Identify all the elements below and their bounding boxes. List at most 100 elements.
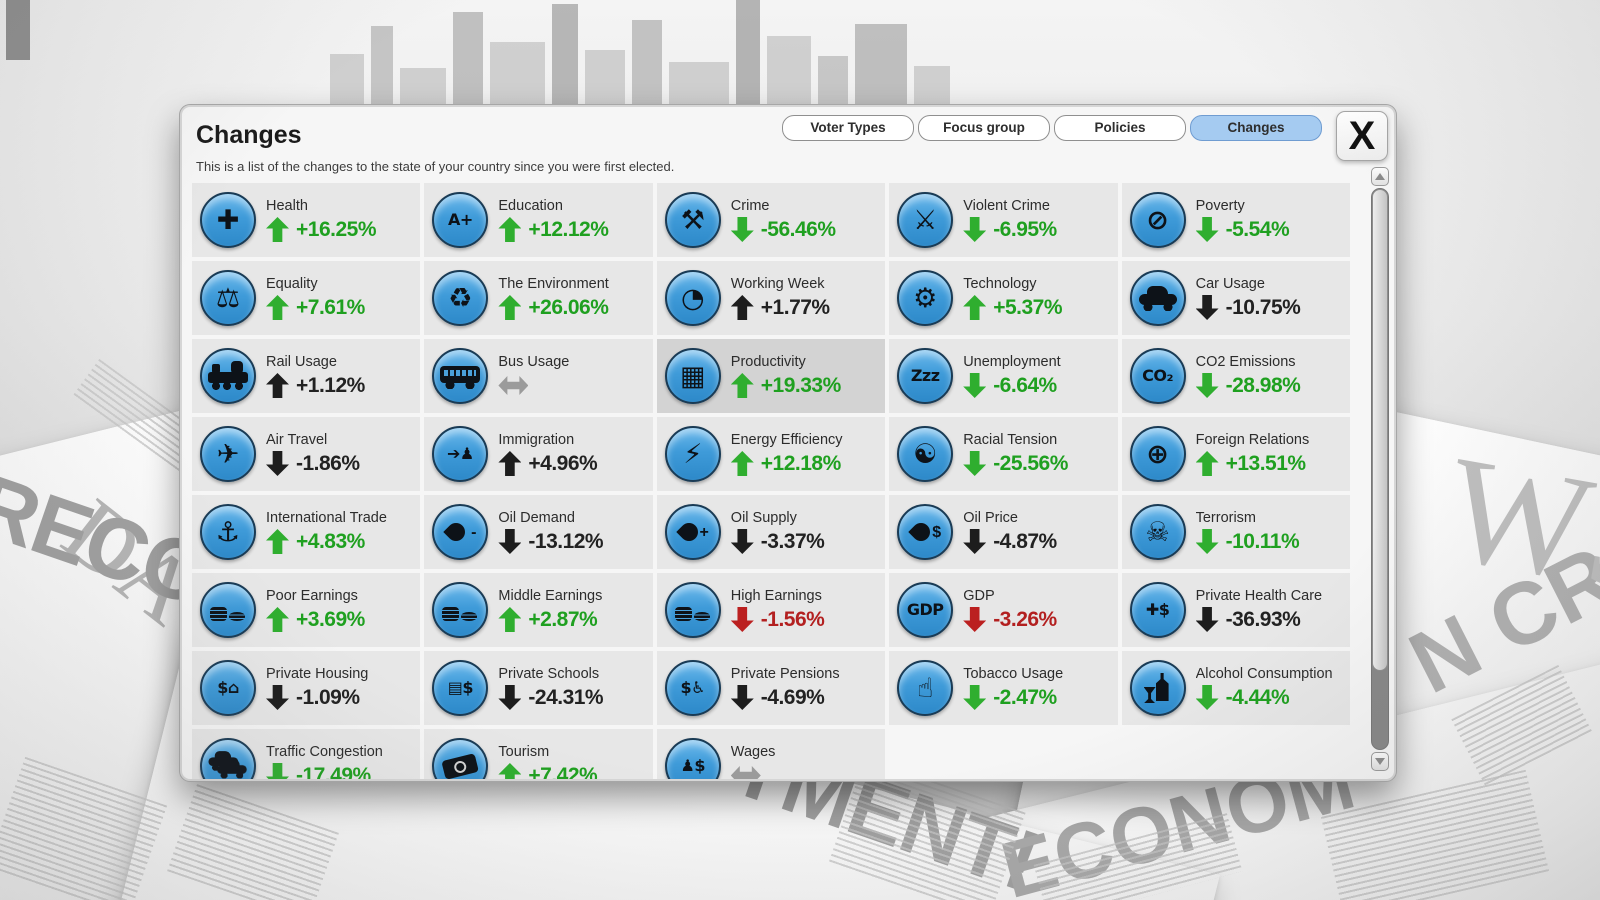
co2-emissions-icon: CO₂	[1129, 348, 1186, 404]
stat-cell-rail-usage[interactable]: Rail Usage +1.12%	[192, 339, 421, 413]
stat-cell-technology[interactable]: ⚙ Technology +5.37%	[889, 261, 1118, 335]
glyph-equality: ⚖	[215, 282, 241, 314]
stat-value: -2.47%	[993, 685, 1057, 709]
stat-cell-high-earnings[interactable]: High Earnings -1.56%	[656, 573, 886, 647]
scrollbar-thumb[interactable]	[1372, 189, 1388, 671]
stat-cell-equality[interactable]: ⚖ Equality +7.61%	[192, 261, 421, 335]
stat-cell-working-week[interactable]: ◔ Working Week +1.77%	[656, 261, 886, 335]
glyph-the-environment: ♻	[448, 282, 473, 314]
trend-down-arrow-icon	[731, 217, 754, 242]
trend-up-arrow-icon	[266, 295, 289, 320]
trend-down-arrow-icon	[498, 529, 521, 554]
stat-label: Middle Earnings	[498, 587, 603, 604]
stat-cell-wages[interactable]: ♟$ Wages	[656, 729, 886, 779]
stat-label: Tourism	[498, 743, 550, 760]
scroll-down-button[interactable]	[1371, 752, 1389, 771]
triangle-down-icon	[1375, 758, 1385, 765]
stat-cell-terrorism[interactable]: ☠ Terrorism -10.11%	[1121, 495, 1350, 569]
trend-down-arrow-icon	[1196, 295, 1219, 320]
close-button[interactable]: X	[1336, 111, 1388, 161]
stat-label: Tobacco Usage	[963, 665, 1064, 682]
tab-policies[interactable]: Policies	[1054, 115, 1186, 141]
stat-label: Technology	[963, 275, 1037, 292]
stat-cell-private-pensions[interactable]: $♿ Private Pensions -4.69%	[656, 651, 886, 725]
technology-icon: ⚙	[897, 270, 954, 326]
stat-label: Crime	[730, 197, 770, 214]
stat-cell-oil-price[interactable]: $ Oil Price -4.87%	[889, 495, 1118, 569]
stat-cell-oil-supply[interactable]: + Oil Supply -3.37%	[656, 495, 886, 569]
coins-shape-icon	[209, 598, 247, 622]
glyph-racial-tension: ☯	[913, 438, 938, 470]
stat-value: -6.95%	[993, 217, 1057, 241]
stat-value: -10.11%	[1225, 529, 1300, 553]
stat-cell-violent-crime[interactable]: ⚔ Violent Crime -6.95%	[889, 183, 1118, 257]
stat-cell-gdp[interactable]: GDP GDP -3.26%	[889, 573, 1118, 647]
stat-label: Bus Usage	[498, 353, 570, 370]
stat-cell-education[interactable]: A+ Education +12.12%	[424, 183, 653, 257]
terrorism-icon: ☠	[1129, 504, 1186, 560]
stat-cell-tobacco-usage[interactable]: ☝ Tobacco Usage -2.47%	[889, 651, 1118, 725]
stat-cell-the-environment[interactable]: ♻ The Environment +26.06%	[424, 261, 653, 335]
stat-cell-traffic-congestion[interactable]: Traffic Congestion -17.49%	[192, 729, 421, 781]
stat-cell-foreign-relations[interactable]: ⊕ Foreign Relations +13.51%	[1121, 417, 1350, 491]
stat-cell-international-trade[interactable]: ⚓ International Trade +4.83%	[192, 495, 421, 569]
glyph-terrorism: ☠	[1145, 516, 1170, 548]
oil-supply-icon: +	[664, 504, 721, 560]
stat-cell-crime[interactable]: ⚒ Crime -56.46%	[656, 183, 886, 257]
drop-shape-icon: -	[444, 518, 476, 546]
stat-cell-bus-usage[interactable]: Bus Usage	[424, 339, 653, 413]
glyph-private-housing: $⌂	[217, 678, 239, 697]
stat-cell-alcohol-consumption[interactable]: Alcohol Consumption -4.44%	[1121, 651, 1350, 725]
stat-value: -24.31%	[528, 685, 604, 709]
glyph-technology: ⚙	[913, 282, 938, 314]
trend-up-arrow-icon	[730, 373, 754, 398]
stat-cell-energy-efficiency[interactable]: ⚡ Energy Efficiency +12.18%	[656, 417, 886, 491]
stat-cell-poor-earnings[interactable]: Poor Earnings +3.69%	[192, 573, 421, 647]
productivity-icon: ▦	[664, 348, 721, 404]
stat-cell-racial-tension[interactable]: ☯ Racial Tension -25.56%	[889, 417, 1118, 491]
stat-value: +3.69%	[296, 607, 365, 631]
stat-cell-middle-earnings[interactable]: Middle Earnings +2.87%	[424, 573, 653, 647]
stat-value: +1.12%	[296, 373, 365, 397]
unemployment-icon: Zzz	[897, 348, 954, 404]
tab-changes[interactable]: Changes	[1190, 115, 1322, 141]
trend-up-arrow-icon	[266, 373, 289, 398]
stat-label: Poverty	[1195, 197, 1245, 214]
stat-cell-private-schools[interactable]: ▤$ Private Schools -24.31%	[424, 651, 653, 725]
car-shape-icon	[1138, 285, 1177, 311]
stat-cell-private-health-care[interactable]: ✚$ Private Health Care -36.93%	[1121, 573, 1350, 647]
stat-cell-poverty[interactable]: ⊘ Poverty -5.54%	[1121, 183, 1350, 257]
stat-value: -3.26%	[993, 607, 1057, 631]
stat-cell-co2-emissions[interactable]: CO₂ CO2 Emissions -28.98%	[1121, 339, 1350, 413]
drop-shape-icon: +	[677, 518, 708, 546]
trend-down-arrow-icon	[731, 607, 754, 632]
scrollbar[interactable]	[1371, 167, 1389, 771]
stat-cell-car-usage[interactable]: Car Usage -10.75%	[1121, 261, 1350, 335]
stat-cell-tourism[interactable]: Tourism +7.42%	[424, 729, 653, 779]
trend-steady-arrow-icon	[498, 376, 529, 395]
stat-cell-immigration[interactable]: ➔♟ Immigration +4.96%	[424, 417, 653, 491]
stat-value: +19.33%	[760, 373, 842, 397]
trend-down-arrow-icon	[266, 763, 289, 781]
stat-cell-health[interactable]: ✚ Health +16.25%	[192, 183, 421, 257]
drop-mark: $	[932, 524, 942, 541]
stat-cell-unemployment[interactable]: Zzz Unemployment -6.64%	[889, 339, 1118, 413]
stat-value: -56.46%	[760, 217, 836, 241]
scroll-up-button[interactable]	[1371, 167, 1389, 186]
scrollbar-track[interactable]	[1371, 188, 1389, 750]
stat-value: -10.75%	[1225, 295, 1301, 319]
stat-cell-productivity[interactable]: ▦ Productivity +19.33%	[656, 339, 886, 413]
tab-focus-group[interactable]: Focus group	[918, 115, 1050, 141]
traffic-congestion-icon	[200, 738, 256, 779]
stat-cell-oil-demand[interactable]: - Oil Demand -13.12%	[424, 495, 653, 569]
glyph-private-health-care: ✚$	[1145, 600, 1170, 619]
stat-cell-air-travel[interactable]: ✈ Air Travel -1.86%	[192, 417, 421, 491]
stat-cell-private-housing[interactable]: $⌂ Private Housing -1.09%	[192, 651, 421, 725]
trend-up-arrow-icon	[730, 451, 754, 476]
stat-label: Alcohol Consumption	[1195, 665, 1333, 682]
tab-voter-types[interactable]: Voter Types	[782, 115, 914, 141]
glyph-wages: ♟$	[680, 756, 706, 775]
oil-price-icon: $	[897, 504, 954, 560]
glyph-gdp: GDP	[906, 600, 944, 619]
